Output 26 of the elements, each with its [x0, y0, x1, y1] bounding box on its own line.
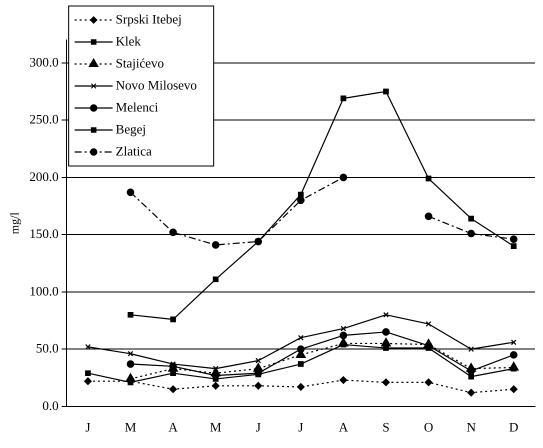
y-tick-label: 150.0	[29, 226, 59, 242]
x-tick-label: J	[298, 420, 304, 435]
y-tick-label: 300.0	[29, 54, 59, 70]
legend-label: Zlatica	[116, 143, 152, 158]
legend-label: Klek	[116, 33, 142, 48]
y-tick-label: 100.0	[29, 283, 59, 298]
x-tick-label: D	[509, 420, 518, 435]
x-tick-label: O	[424, 420, 434, 435]
legend-label: Begej	[116, 121, 146, 136]
x-tick-label: N	[466, 420, 476, 435]
y-tick-label: 200.0	[29, 168, 59, 184]
x-tick-label: J	[256, 420, 261, 435]
x-tick-label: A	[168, 420, 178, 435]
legend-label: Stajićevo	[116, 55, 164, 70]
y-tick-label: 0.0	[42, 398, 59, 413]
x-tick-label: J	[85, 420, 90, 435]
legend-label: Novo Milosevo	[116, 77, 197, 92]
legend-label: Srpski Itebej	[116, 11, 182, 26]
y-tick-label: 50.0	[36, 340, 59, 356]
legend-label: Melenci	[116, 99, 159, 114]
x-tick-label: S	[382, 420, 390, 435]
y-tick-label: 250.0	[29, 112, 59, 127]
x-tick-label: M	[210, 420, 222, 435]
y-axis-title: mg/l	[7, 212, 22, 234]
x-tick-label: A	[338, 420, 349, 435]
x-tick-label: M	[124, 420, 137, 435]
